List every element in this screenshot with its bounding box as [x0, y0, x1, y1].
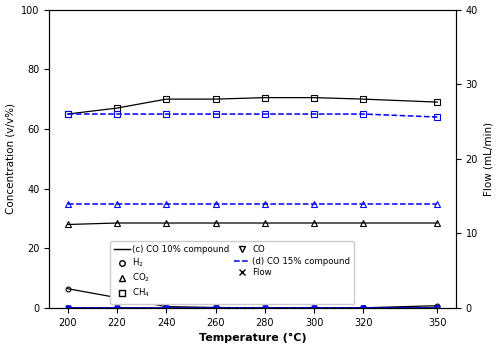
- Y-axis label: Flow (mL/min): Flow (mL/min): [484, 122, 494, 196]
- Legend: (c) CO 10% compound, H$_2$, CO$_2$, CH$_4$, CO, (d) CO 15% compound, Flow: (c) CO 10% compound, H$_2$, CO$_2$, CH$_…: [110, 241, 354, 304]
- Y-axis label: Concentration (v/v%): Concentration (v/v%): [5, 103, 15, 214]
- X-axis label: Temperature (°C): Temperature (°C): [199, 333, 306, 343]
